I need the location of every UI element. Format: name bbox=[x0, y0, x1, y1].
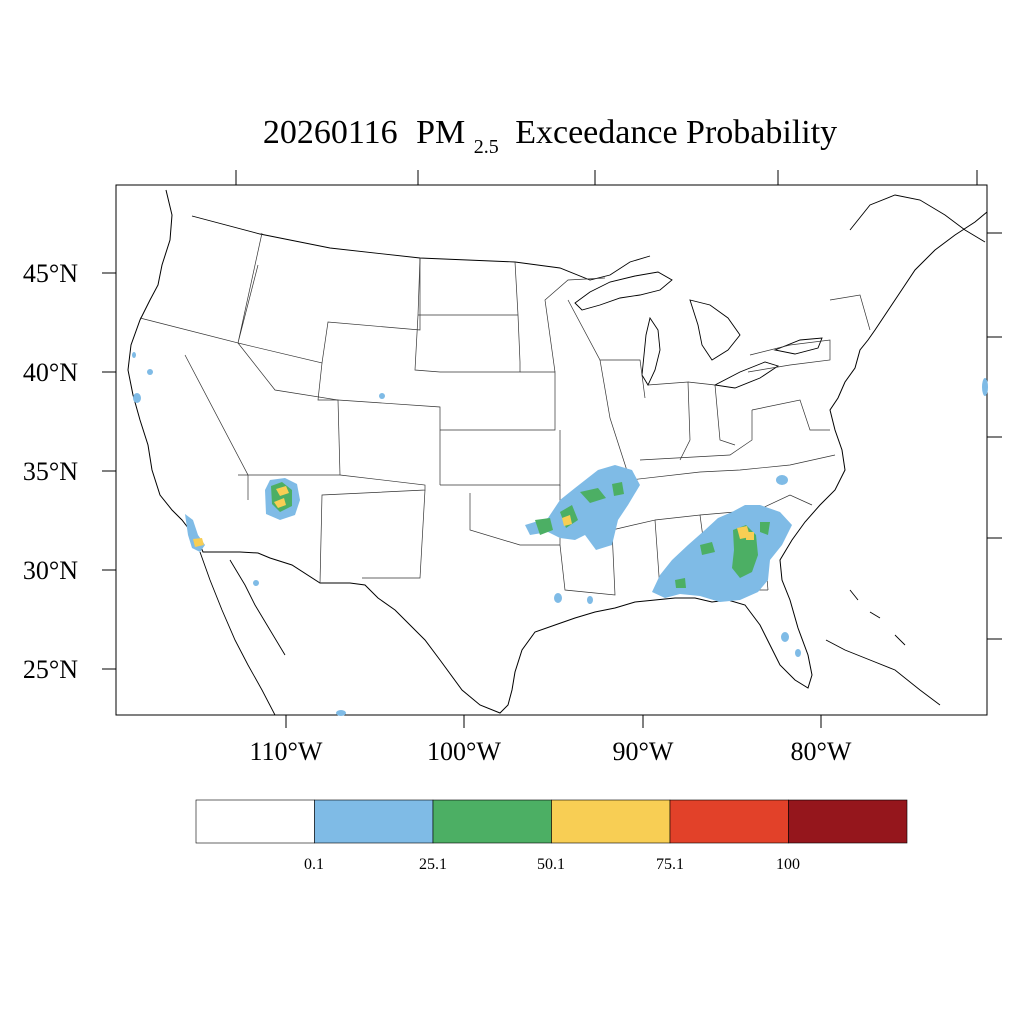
lat-tick-label: 30°N bbox=[23, 556, 78, 585]
legend-bin-5 bbox=[669, 799, 789, 844]
prob-area-california-coast bbox=[133, 393, 141, 403]
lake-ontario bbox=[773, 337, 823, 355]
prob-area-arkansas-high bbox=[562, 515, 572, 526]
prob-area-florida-mid bbox=[675, 578, 686, 588]
prob-area-arkansas-mid-3 bbox=[580, 488, 606, 503]
lat-tick-label: 40°N bbox=[23, 358, 78, 387]
legend-bin-4 bbox=[551, 799, 671, 844]
legend-label: 100 bbox=[776, 856, 800, 873]
bottom-ticks bbox=[285, 715, 822, 728]
prob-area-arkansas-low bbox=[525, 465, 640, 550]
prob-area-gulf-low bbox=[652, 505, 792, 602]
legend-bin-2 bbox=[314, 799, 434, 844]
country-outline bbox=[127, 189, 988, 714]
top-ticks bbox=[235, 170, 978, 185]
prob-area-oregon-coast bbox=[132, 352, 136, 358]
legend-bin-6 bbox=[788, 799, 908, 844]
legend-label: 75.1 bbox=[656, 856, 684, 873]
prob-area-socal-high bbox=[193, 538, 204, 547]
lat-tick-label: 25°N bbox=[23, 655, 78, 684]
cuba-bahamas bbox=[825, 589, 941, 706]
lake-huron bbox=[689, 299, 741, 361]
lon-tick-label: 110°W bbox=[250, 737, 323, 766]
prob-area-carolina-coast bbox=[776, 475, 788, 485]
title-date: 20260116 bbox=[263, 114, 398, 151]
lake-superior bbox=[574, 271, 673, 311]
legend-label: 50.1 bbox=[537, 856, 565, 873]
prob-area-louisiana-coast bbox=[587, 596, 593, 604]
left-ticks bbox=[102, 272, 116, 670]
lon-tick-label: 90°W bbox=[613, 737, 674, 766]
lon-tick-label: 100°W bbox=[427, 737, 501, 766]
map-title: 20260116 PM 2.5 Exceedance Probability bbox=[263, 114, 837, 161]
legend-label: 25.1 bbox=[419, 856, 447, 873]
mexico-baja bbox=[199, 551, 286, 716]
prob-area-atlantic-edge bbox=[982, 378, 988, 396]
prob-area-mexico-pacific bbox=[336, 710, 346, 716]
prob-area-carolina-mid bbox=[760, 522, 770, 535]
prob-area-arkansas-mid-4 bbox=[612, 482, 624, 496]
prob-area-south-florida bbox=[795, 649, 801, 657]
map-panel: 45°N 40°N 35°N 30°N 25°N 110°W 100°W 90°… bbox=[23, 170, 1002, 766]
legend-bin-3 bbox=[432, 799, 552, 844]
latitude-labels: 45°N 40°N 35°N 30°N 25°N bbox=[23, 259, 78, 684]
title-pollutant: PM bbox=[416, 114, 465, 151]
color-legend: 0.1 25.1 50.1 75.1 100 bbox=[195, 799, 908, 873]
canada-coast-northeast bbox=[849, 194, 986, 243]
prob-area-arkansas-mid-1 bbox=[535, 518, 553, 535]
prob-area-arizona-high-1 bbox=[276, 486, 289, 496]
lake-erie bbox=[713, 361, 780, 389]
title-suffix: Exceedance Probability bbox=[515, 114, 837, 151]
state-boundaries bbox=[139, 232, 871, 596]
lon-tick-label: 80°W bbox=[791, 737, 852, 766]
longitude-labels: 110°W 100°W 90°W 80°W bbox=[250, 737, 852, 766]
prob-area-alabama-mid bbox=[700, 542, 715, 555]
lat-tick-label: 45°N bbox=[23, 259, 78, 288]
prob-area-florida-peninsula bbox=[781, 632, 789, 642]
right-ticks bbox=[987, 232, 1002, 640]
northern-border bbox=[191, 215, 651, 281]
prob-area-south-texas-coast bbox=[554, 593, 562, 603]
title-pollutant-subscript: 2.5 bbox=[474, 136, 499, 158]
map-frame bbox=[115, 184, 988, 716]
prob-area-baja bbox=[253, 580, 259, 586]
prob-area-wyoming bbox=[379, 393, 385, 399]
legend-bin-1 bbox=[195, 799, 315, 844]
probability-shading bbox=[132, 352, 988, 716]
legend-label: 0.1 bbox=[304, 856, 324, 873]
prob-area-nc-coast-small bbox=[147, 369, 153, 375]
prob-area-carolina-high bbox=[746, 532, 754, 540]
prob-area-arizona-high-2 bbox=[274, 498, 286, 508]
lat-tick-label: 35°N bbox=[23, 457, 78, 486]
